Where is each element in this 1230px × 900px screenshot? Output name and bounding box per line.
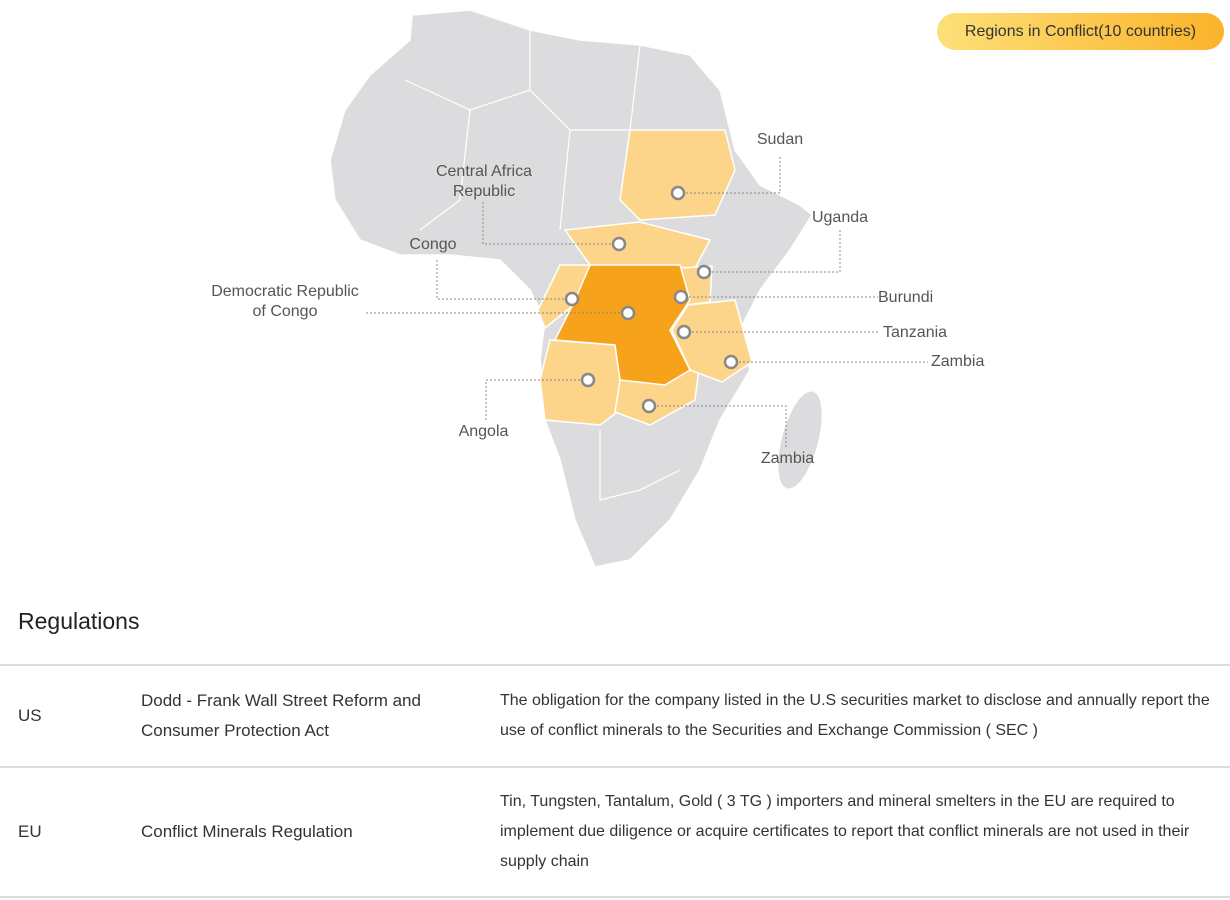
leader-lines — [365, 155, 928, 448]
africa-map — [329, 9, 928, 568]
law: Conflict Minerals Regulation — [141, 766, 500, 898]
map-label: Angola — [458, 423, 509, 440]
table-row: US Dodd - Frank Wall Street Reform and C… — [0, 664, 1230, 768]
map-label: Zambia — [931, 353, 985, 370]
law: Dodd - Frank Wall Street Reform and Cons… — [141, 664, 500, 768]
pins — [564, 185, 739, 414]
region: EU — [0, 766, 141, 898]
map-label: Burundi — [878, 289, 934, 306]
madagascar — [778, 391, 822, 489]
region: US — [0, 664, 141, 768]
drc — [553, 264, 691, 386]
map-label: Zambia — [760, 450, 815, 467]
regulations-table: US Dodd - Frank Wall Street Reform and C… — [0, 664, 1230, 898]
description: The obligation for the company listed in… — [500, 664, 1230, 768]
map-label: Uganda — [811, 209, 869, 226]
map-label: Central Africa Republic — [435, 163, 533, 200]
map-label: Sudan — [756, 131, 804, 148]
map-label: Democratic Republic of Congo — [211, 283, 359, 320]
badge: Regions in Conflict(10 countries) — [937, 13, 1224, 50]
map-label: Tanzania — [883, 324, 948, 341]
map-label: Congo — [409, 236, 457, 253]
description: Tin, Tungsten, Tantalum, Gold ( 3 TG ) i… — [500, 766, 1230, 898]
table-row: EU Conflict Minerals Regulation Tin, Tun… — [0, 766, 1230, 898]
borders — [404, 30, 681, 501]
section-title: Regulations — [18, 608, 140, 634]
